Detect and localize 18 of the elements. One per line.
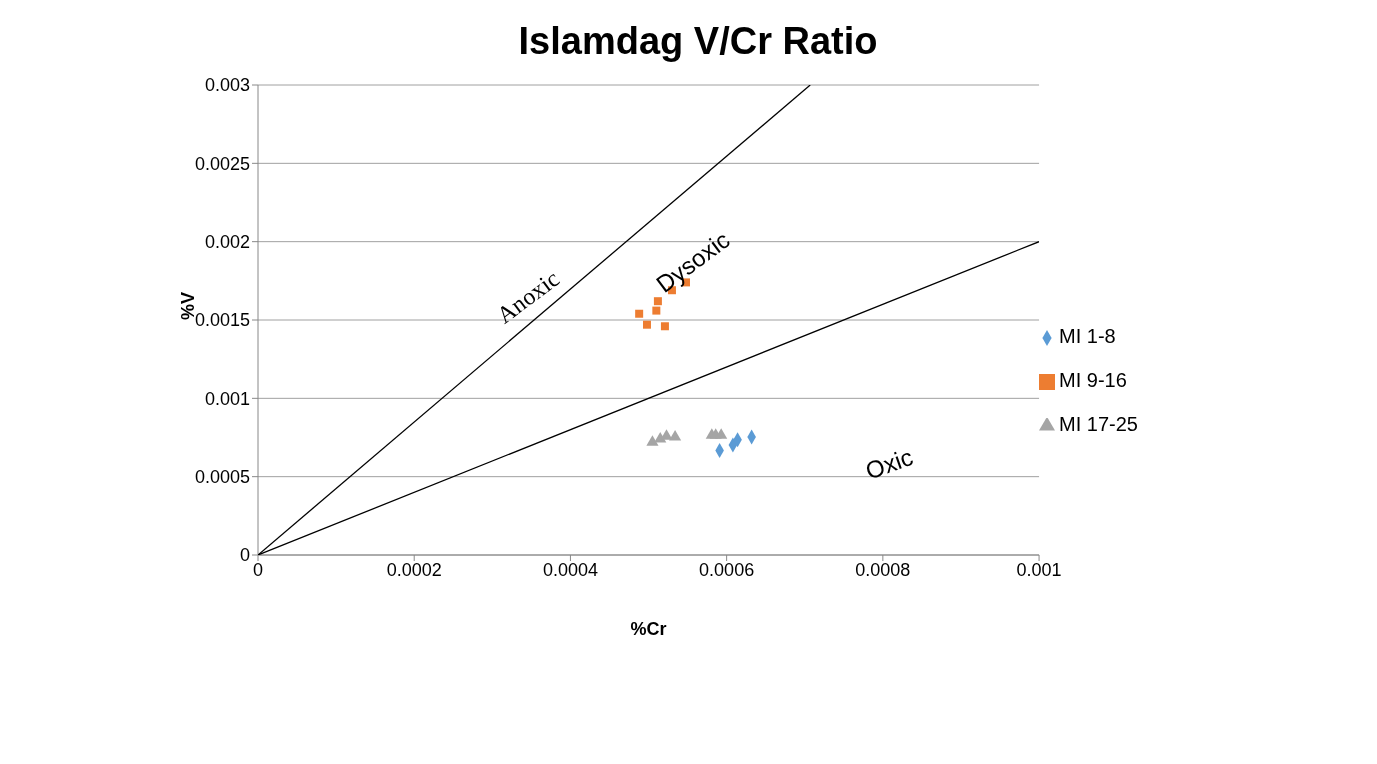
x-tick-label: 0.0006 bbox=[699, 559, 755, 580]
annotation: Oxic bbox=[862, 442, 917, 485]
y-tick-label: 0.003 bbox=[204, 75, 250, 96]
legend-label: MI 9-16 bbox=[1059, 369, 1127, 391]
chart-title: Islamdag V/Cr Ratio bbox=[517, 20, 879, 63]
y-tick-label: 0 bbox=[239, 545, 250, 566]
y-tick-label: 0.0025 bbox=[194, 153, 250, 174]
x-tick-label: 0.0002 bbox=[386, 559, 442, 580]
x-tick-label: 0.0008 bbox=[855, 559, 911, 580]
x-tick-label: 0 bbox=[252, 559, 264, 580]
x-axis-title: %Cr bbox=[630, 619, 667, 639]
x-tick-label: 0.0004 bbox=[542, 559, 598, 580]
x-tick-label: 0.001 bbox=[1016, 559, 1062, 580]
legend-label: MI 1-8 bbox=[1059, 325, 1116, 347]
y-tick-label: 0.0005 bbox=[194, 467, 250, 488]
y-tick-label: 0.002 bbox=[204, 232, 250, 253]
legend-label: MI 17-25 bbox=[1059, 413, 1138, 435]
y-tick-label: 0.001 bbox=[204, 388, 250, 409]
